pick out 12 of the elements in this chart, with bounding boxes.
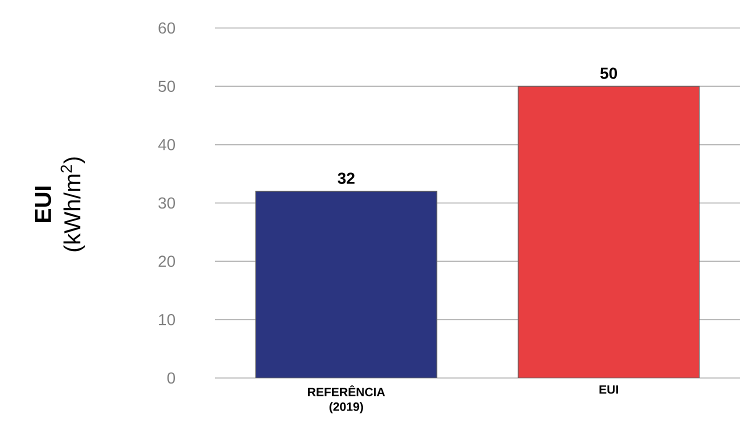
x-tick-label: REFERÊNCIA (2019) (308, 385, 385, 414)
x-tick-label: EUI (600, 385, 618, 394)
y-tick-label: 20 (158, 256, 176, 267)
data-label: 50 (600, 68, 617, 79)
y-axis-title: EUI (kWh/m$^{2}$) (35, 157, 85, 252)
y-tick-label: 50 (158, 80, 176, 92)
y-tick-label: 40 (158, 139, 176, 150)
data-label: 32 (338, 172, 355, 184)
y-tick-label: 10 (159, 314, 176, 326)
y-tick-label: 60 (158, 22, 176, 34)
y-tick-label: 0 (167, 372, 176, 384)
y-tick-label: 30 (158, 197, 176, 209)
